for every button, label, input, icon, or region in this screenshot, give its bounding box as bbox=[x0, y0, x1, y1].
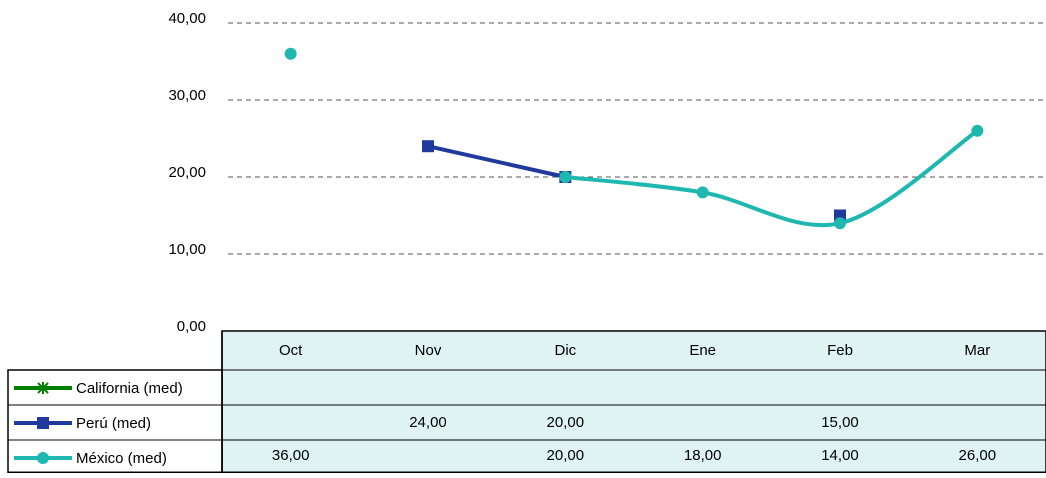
table-value: 20,00 bbox=[547, 447, 585, 464]
legend-label: México (med) bbox=[76, 450, 167, 467]
x-tick-label: Feb bbox=[827, 342, 853, 359]
y-tick-label: 20,00 bbox=[168, 164, 206, 181]
series-line bbox=[428, 146, 840, 215]
y-tick-label: 30,00 bbox=[168, 87, 206, 104]
table-value: 18,00 bbox=[684, 447, 722, 464]
table-value: 15,00 bbox=[821, 414, 859, 431]
table-value: 36,00 bbox=[272, 447, 310, 464]
x-tick-label: Nov bbox=[415, 342, 442, 359]
legend-label: Perú (med) bbox=[76, 415, 151, 432]
y-tick-label: 10,00 bbox=[168, 241, 206, 258]
data-point bbox=[696, 186, 709, 199]
legend-marker bbox=[37, 382, 49, 394]
series-line bbox=[565, 129, 979, 228]
table-value: 26,00 bbox=[959, 447, 997, 464]
y-tick-label: 0,00 bbox=[177, 318, 206, 335]
x-tick-label: Ene bbox=[689, 342, 716, 359]
x-tick-label: Oct bbox=[279, 342, 303, 359]
data-point bbox=[284, 47, 297, 60]
table-value: 20,00 bbox=[547, 414, 585, 431]
x-tick-label: Mar bbox=[964, 342, 990, 359]
data-point bbox=[834, 217, 846, 230]
legend-marker bbox=[37, 452, 49, 464]
data-point bbox=[422, 140, 434, 153]
data-point bbox=[971, 124, 984, 137]
table-value: 14,00 bbox=[821, 447, 859, 464]
data-point bbox=[559, 171, 572, 183]
table-value: 24,00 bbox=[409, 414, 447, 431]
y-tick-label: 40,00 bbox=[168, 10, 206, 27]
legend-marker bbox=[37, 417, 49, 429]
legend-label: California (med) bbox=[76, 380, 183, 397]
x-tick-label: Dic bbox=[554, 342, 576, 359]
data-table-background bbox=[221, 330, 1046, 474]
